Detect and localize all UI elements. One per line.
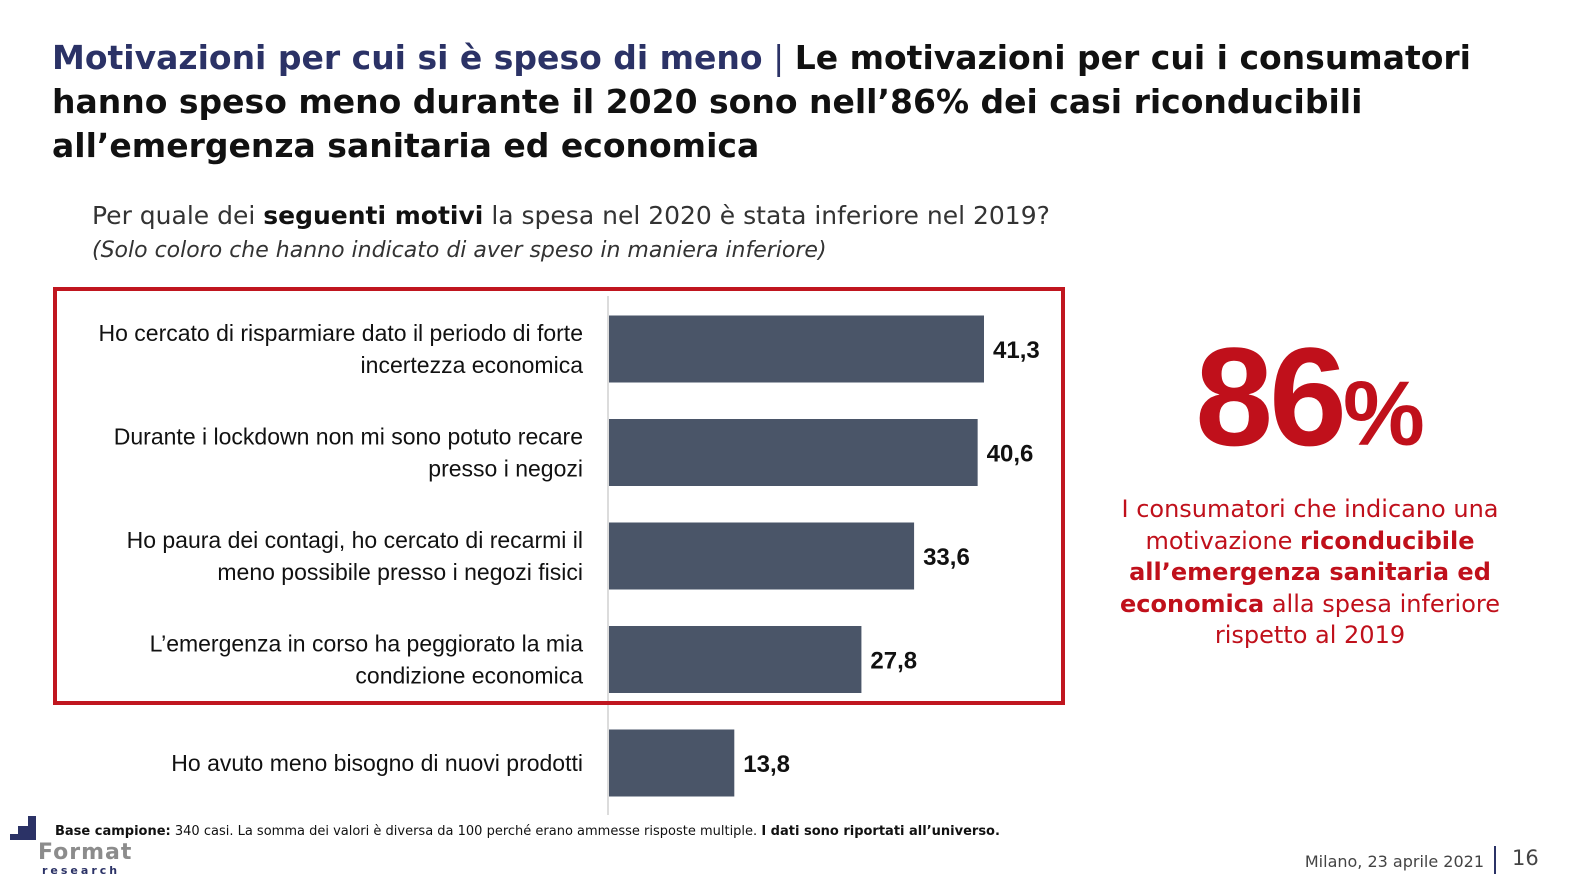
- footnote: Base campione: 340 casi. La somma dei va…: [55, 824, 1000, 839]
- big-percentage: 86%: [1080, 322, 1540, 489]
- chart-value-label: 33,6: [923, 544, 970, 571]
- side-text-1: I consumatori che indicano una motivazio…: [1121, 495, 1499, 555]
- footnote-text: 340 casi. La somma dei valori è diversa …: [170, 824, 762, 839]
- chart-category-label: incertezza economica: [361, 352, 584, 378]
- logo-sub: research: [42, 864, 121, 877]
- page-number: 16: [1512, 846, 1539, 870]
- title-rest: Le motivazioni per cui i consumatori han…: [52, 38, 1471, 165]
- survey-question: Per quale dei seguenti motivi la spesa n…: [92, 200, 1092, 232]
- footer-date: Milano, 23 aprile 2021: [1304, 852, 1484, 871]
- side-text-bold: riconducibile all’emergenza sanitaria ed…: [1119, 526, 1491, 618]
- big-number-pct: %: [1342, 363, 1425, 465]
- question-prefix: Per quale dei: [92, 201, 264, 230]
- chart-bar: [609, 729, 735, 797]
- chart-bar: [609, 626, 862, 693]
- logo-word: Format: [38, 840, 133, 865]
- chart-category-label: Ho paura dei contagi, ho cercato di reca…: [127, 527, 583, 553]
- chart-category-label: condizione economica: [355, 663, 583, 689]
- chart-value-label: 40,6: [987, 441, 1034, 468]
- chart-value-label: 41,3: [993, 337, 1040, 364]
- bar-chart: 41,3 Ho cercato di risparmiare dato il pe…: [98, 296, 1040, 815]
- side-description: I consumatori che indicano una motivazio…: [1090, 494, 1530, 652]
- question-suffix: la spesa nel 2020 è stata inferiore nel …: [483, 201, 1050, 230]
- title-separator: |: [762, 38, 795, 77]
- footnote-bold: I dati sono riportati all’universo.: [761, 824, 1000, 839]
- side-text-2: alla spesa inferiore rispetto al 2019: [1214, 589, 1500, 650]
- footnote-label: Base campione:: [55, 824, 171, 839]
- question-bold: seguenti motivi: [263, 201, 484, 230]
- chart-category-label: meno possibile presso i negozi fisici: [217, 559, 583, 585]
- chart-category-label: Ho cercato di risparmiare dato il period…: [98, 320, 583, 346]
- big-number-value: 86: [1195, 318, 1347, 475]
- chart-bar: [609, 315, 984, 383]
- page-title: Motivazioni per cui si è speso di meno |…: [52, 36, 1532, 168]
- highlight-box: [53, 287, 1065, 705]
- chart-bar: [609, 522, 915, 590]
- chart-category-label: presso i negozi: [428, 456, 583, 482]
- chart-value-label: 27,8: [870, 648, 917, 675]
- chart-category-label: Ho avuto meno bisogno di nuovi prodotti: [171, 750, 583, 776]
- title-main: Motivazioni per cui si è speso di meno: [52, 38, 763, 77]
- chart-value-label: 13,8: [743, 751, 790, 778]
- chart-category-label: Durante i lockdown non mi sono potuto re…: [114, 424, 583, 450]
- question-note: (Solo coloro che hanno indicato di aver …: [92, 238, 827, 263]
- chart-bar: [609, 419, 978, 486]
- footer-separator: [1494, 846, 1496, 874]
- format-logo-icon: [10, 816, 36, 840]
- chart-category-label: L’emergenza in corso ha peggiorato la mi…: [150, 631, 584, 657]
